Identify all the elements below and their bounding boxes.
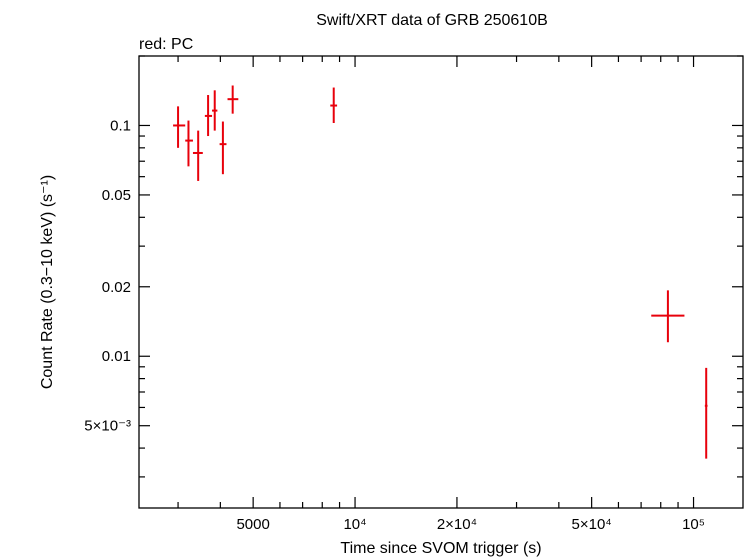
data-point <box>192 130 203 181</box>
data-point <box>212 90 218 131</box>
axis-tick-labels: 5000 10⁴ 2×10⁴ 5×10⁴ 10⁵ 0.1 0.05 0.02 0.01 5×10⁻… <box>84 117 705 533</box>
plot-frame <box>138 55 744 509</box>
y-tick-label: 0.02 <box>102 279 131 296</box>
x-tick-label: 5×10⁴ <box>572 516 612 533</box>
chart-subtitle: red: PC <box>139 36 193 53</box>
y-tick-label: 0.1 <box>110 117 131 134</box>
data-point <box>173 106 186 148</box>
y-tick-label: 0.01 <box>102 348 131 365</box>
x-tick-label: 10⁵ <box>682 516 705 533</box>
axis-ticks <box>139 55 743 508</box>
y-tick-label: 5×10⁻³ <box>84 418 131 435</box>
data-point <box>704 367 708 459</box>
data-point <box>330 87 338 123</box>
y-axis-label: Count Rate (0.3−10 keV) (s⁻¹) <box>39 175 56 389</box>
data-point <box>219 121 227 175</box>
data-point <box>204 95 213 137</box>
chart-title: Swift/XRT data of GRB 250610B <box>316 12 548 29</box>
data-point <box>185 120 193 167</box>
data-points <box>173 85 708 459</box>
x-axis-label: Time since SVOM trigger (s) <box>340 540 541 557</box>
y-tick-label: 0.05 <box>102 187 131 204</box>
data-point <box>651 290 685 343</box>
data-point <box>227 85 239 114</box>
x-tick-label: 10⁴ <box>343 516 366 533</box>
x-tick-label: 5000 <box>236 516 269 533</box>
x-tick-label: 2×10⁴ <box>437 516 477 533</box>
